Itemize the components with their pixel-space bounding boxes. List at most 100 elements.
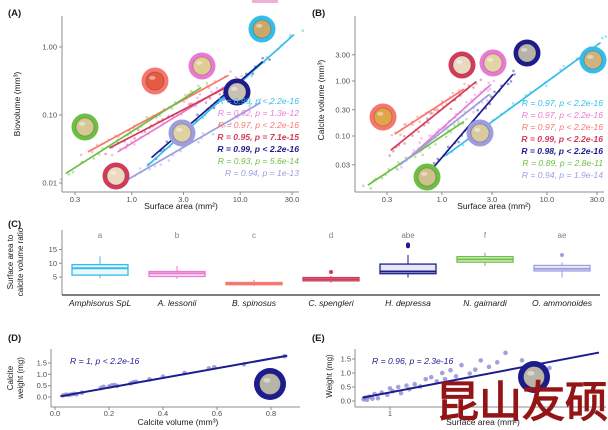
legend-correlation-entry: R = 0.99, p < 2.2e-16 xyxy=(218,96,299,106)
y-tick-label: 1.5 xyxy=(341,355,351,364)
panel-e-weight-vs-surface-area: 1 2 3 0.0 0.5 1.0 1.5 Surface area (mm²) Weight … xyxy=(312,333,606,427)
regression-line xyxy=(65,87,202,174)
significance-letter: f xyxy=(484,231,487,240)
x-tick-label: 0.8 xyxy=(266,409,276,418)
y-tick-label: 0.0 xyxy=(341,397,351,406)
x-tick-label: 1.0 xyxy=(437,195,447,204)
species-name-label: Amphisorus SpL xyxy=(68,298,132,308)
regression-line xyxy=(390,81,477,151)
y-tick-label: 0.03 xyxy=(335,160,350,169)
data-point xyxy=(395,384,401,390)
x-axis-label: Surface area (mm²) xyxy=(446,417,520,427)
y-tick-label: 3.00 xyxy=(335,50,350,59)
species-name-label: O. ammonoides xyxy=(532,298,593,308)
x-tick-label: 30.0 xyxy=(285,195,300,204)
y-tick-label: 1.0 xyxy=(341,369,351,378)
species-name-label: A. lessonii xyxy=(157,298,198,308)
significance-letter: c xyxy=(252,231,256,240)
box xyxy=(71,263,129,276)
significance-letter: ae xyxy=(558,231,567,240)
regression-line xyxy=(87,74,229,153)
data-point xyxy=(453,374,459,379)
y-axis-label: Calcite xyxy=(6,365,15,390)
data-point xyxy=(398,390,404,396)
data-point xyxy=(519,358,525,363)
data-point xyxy=(423,376,429,382)
data-point xyxy=(467,371,473,376)
data-point xyxy=(494,360,500,365)
y-axis-label: calcite volume ratio xyxy=(16,227,25,296)
y-tick-label: 1.00 xyxy=(335,77,350,86)
x-tick-label: 0.4 xyxy=(158,409,168,418)
data-point xyxy=(486,364,492,370)
regression-line xyxy=(60,354,288,398)
species-name-label: H. depressa xyxy=(385,298,431,308)
y-tick-label: 15 xyxy=(49,245,57,254)
legend-correlation-entry: R = 0.93, p = 5.6e-14 xyxy=(218,156,299,166)
x-tick-label: 3.0 xyxy=(487,195,497,204)
correlation-annotation: R = 1, p < 2.2e-16 xyxy=(70,356,139,366)
legend-correlation-entry: R = 0.97, p < 2.2e-16 xyxy=(522,122,603,132)
data-point xyxy=(412,381,418,387)
regression-line xyxy=(151,61,263,158)
panel-d-weight-vs-calcite-volume: 0.0 0.2 0.4 0.6 0.8 0.0 0.5 1.0 1.5 Calcite volum… xyxy=(6,333,300,427)
y-tick-label: 1.5 xyxy=(37,358,47,367)
outlier-point xyxy=(406,242,410,247)
x-tick-label: 0.3 xyxy=(70,195,80,204)
regression-line xyxy=(411,84,492,156)
y-tick-label: 1.00 xyxy=(42,43,57,52)
species-name-label: C. spengleri xyxy=(308,298,354,308)
legend-correlation-entry: R = 0.94, p = 1e-13 xyxy=(225,168,299,178)
x-tick-label: 0.2 xyxy=(104,409,114,418)
regression-line xyxy=(362,351,600,399)
legend-correlation-entry: R = 0.97, p < 2.2e-16 xyxy=(522,98,603,108)
data-point xyxy=(503,350,508,356)
data-point xyxy=(448,367,453,373)
panel-label: (E) xyxy=(312,333,325,344)
x-tick-label: 1 xyxy=(388,409,392,418)
legend-correlation-entry: R = 0.97, p < 2.2e-16 xyxy=(218,120,299,130)
x-tick-label: 3 xyxy=(498,409,502,418)
regression-line xyxy=(146,34,295,167)
x-axis-label: Surface area (mm²) xyxy=(457,201,531,211)
x-tick-label: 30.0 xyxy=(590,195,605,204)
data-point xyxy=(472,367,478,372)
x-axis-label: Calcite volume (mm³) xyxy=(138,417,219,427)
panel-a-biovolume-vs-surface-area: 0.3 1.0 3.0 10.0 30.0 0.01 0.10 1.00 Surface are… xyxy=(8,8,305,211)
y-tick-label: 0.5 xyxy=(341,383,351,392)
correlation-annotation: R = 0.96, p = 2.3e-16 xyxy=(372,356,453,366)
panel-label: (A) xyxy=(8,8,21,19)
data-point xyxy=(459,362,464,368)
y-axis-label: Weight (mg) xyxy=(325,354,334,398)
panel-label: (D) xyxy=(8,333,21,344)
x-tick-label: 10.0 xyxy=(233,195,248,204)
x-axis-label: Surface area (mm²) xyxy=(144,201,218,211)
y-tick-label: 0.0 xyxy=(37,393,47,402)
significance-letter: abe xyxy=(401,231,415,240)
panel-label: (C) xyxy=(8,219,21,230)
outlier-point xyxy=(560,253,564,257)
data-point xyxy=(478,358,484,363)
regression-line xyxy=(399,93,490,166)
y-tick-label: 0.5 xyxy=(37,381,47,390)
x-tick-label: 2 xyxy=(443,409,447,418)
regression-line xyxy=(394,88,465,135)
data-point xyxy=(547,365,552,371)
regression-line xyxy=(109,84,231,149)
panel-c-sa-cv-ratio-boxplots: 5 10 15 Surface area to calcite volume ratio… xyxy=(6,219,600,308)
species-name-label: N. gaimardi xyxy=(463,298,508,308)
significance-letter: a xyxy=(98,231,103,240)
x-tick-label: 0.3 xyxy=(382,195,392,204)
data-point xyxy=(404,383,409,388)
box xyxy=(379,263,437,275)
x-tick-label: 1.0 xyxy=(127,195,137,204)
y-axis-label: Calcite volume (mm³) xyxy=(316,59,326,140)
outlier-point xyxy=(329,270,333,275)
y-tick-label: 0.10 xyxy=(335,132,350,141)
data-point xyxy=(442,376,448,382)
species-name-label: B. spinosus xyxy=(232,298,277,308)
y-tick-label: 5 xyxy=(53,273,57,282)
significance-letter: b xyxy=(175,231,180,240)
data-point xyxy=(439,370,445,376)
